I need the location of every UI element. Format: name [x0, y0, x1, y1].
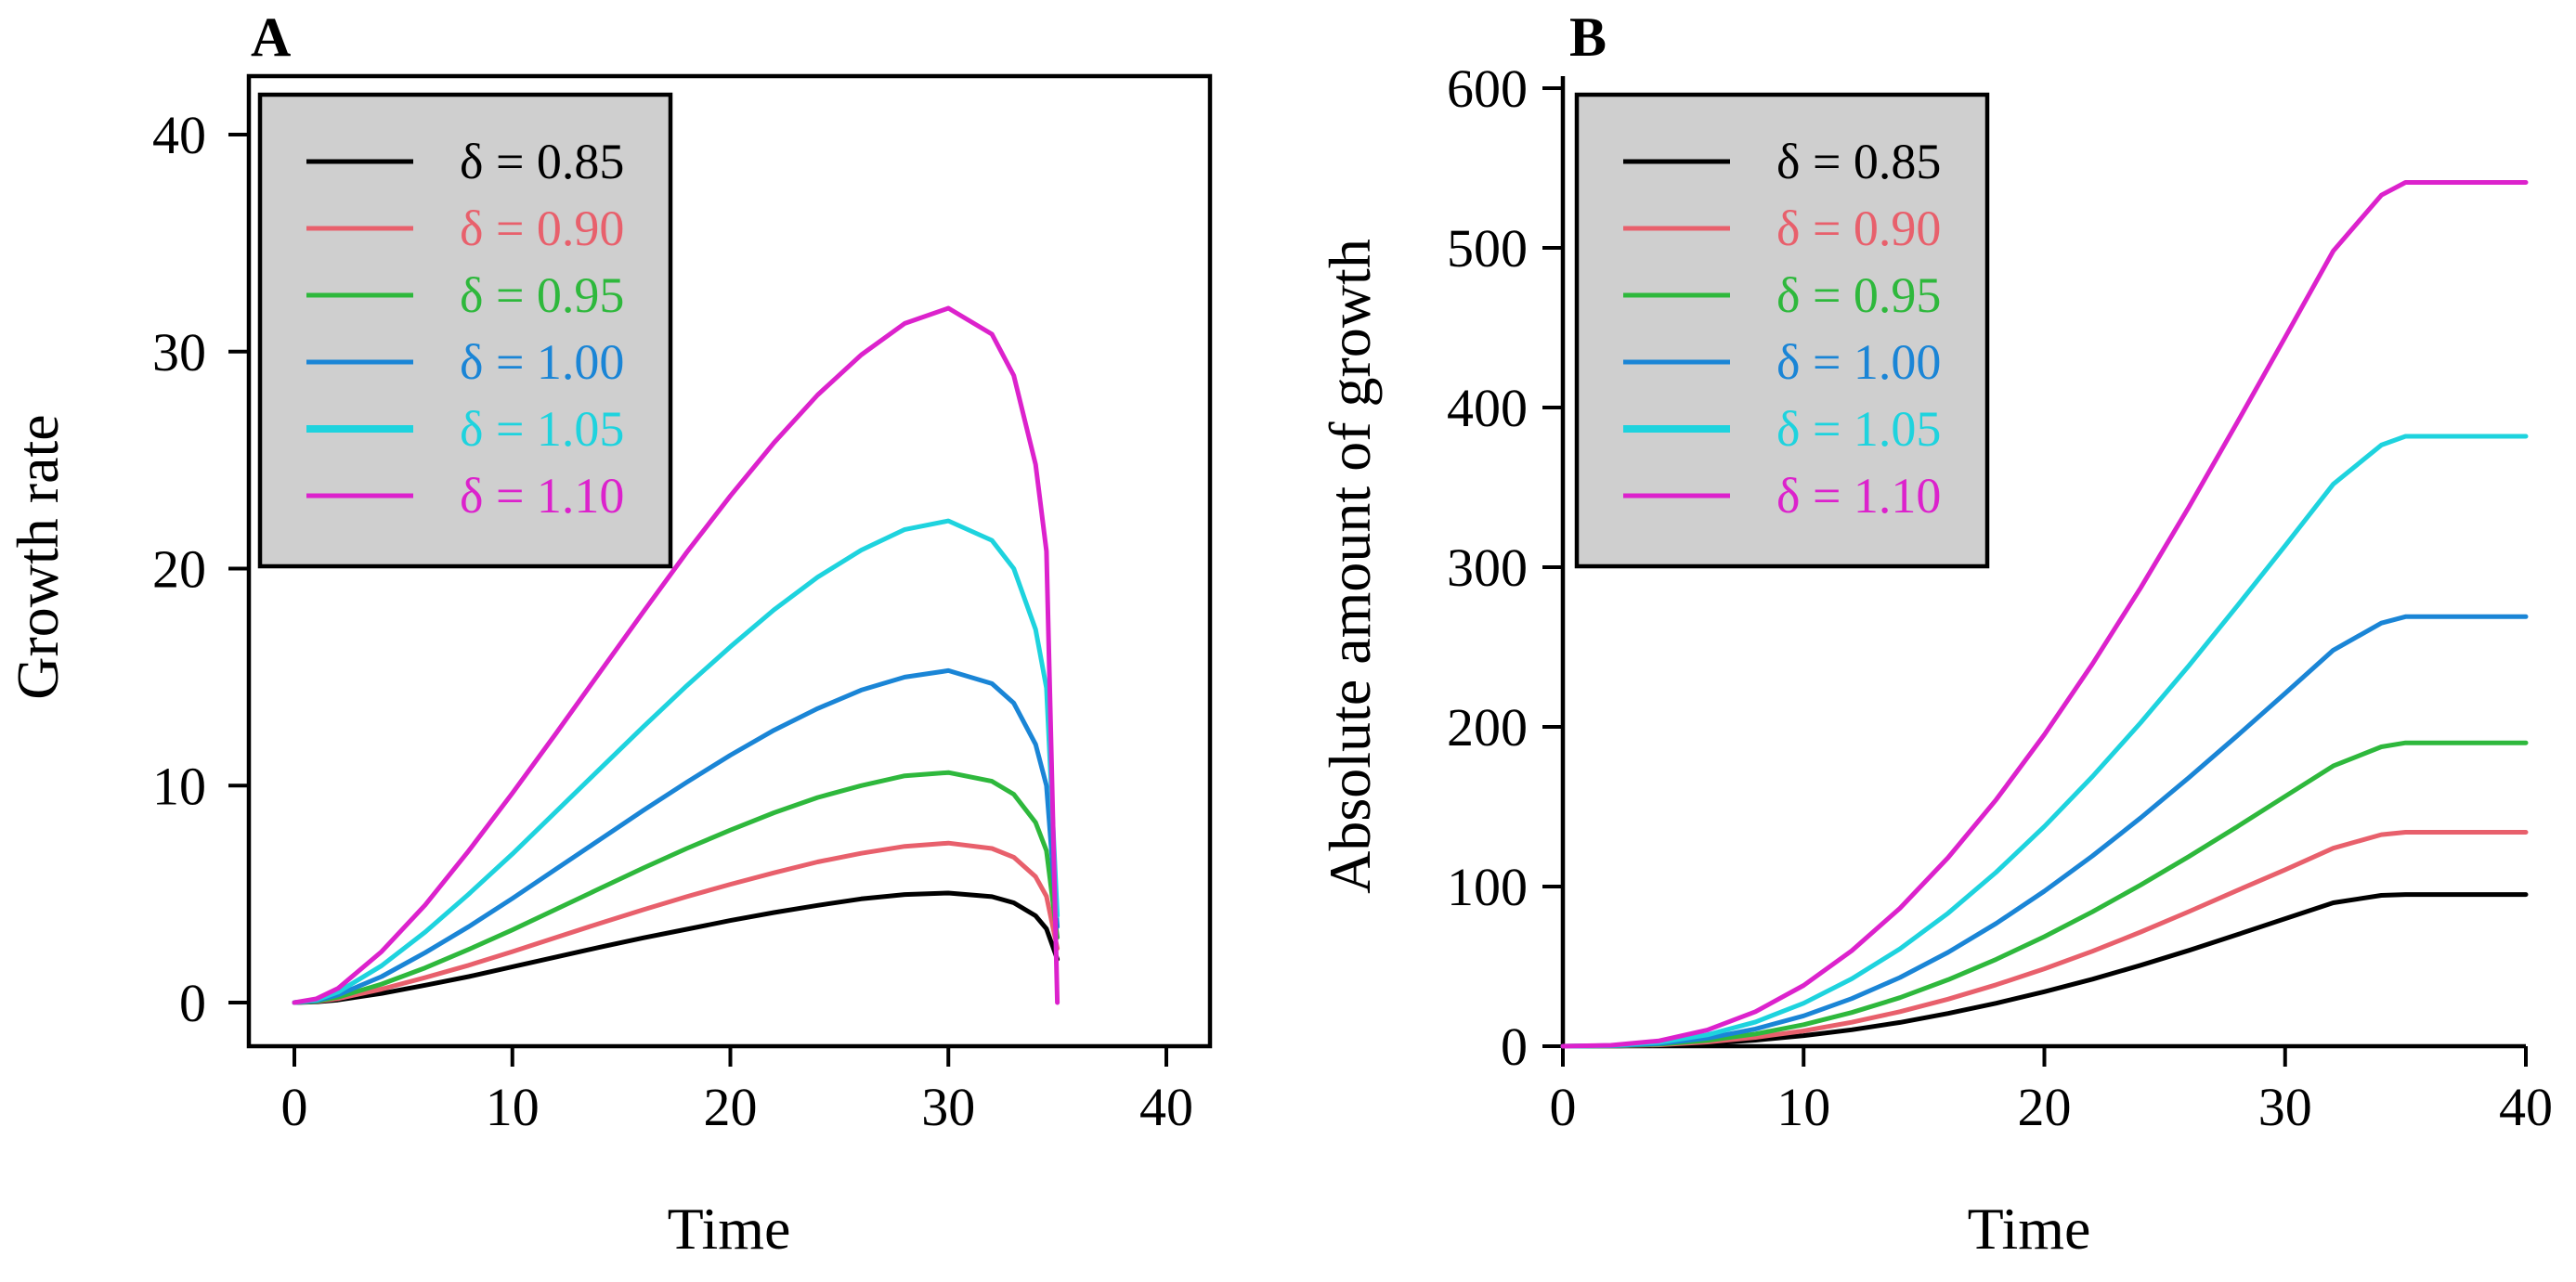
legend-label: δ = 1.05	[460, 401, 624, 457]
legend-label: δ = 0.90	[460, 201, 624, 256]
x-tick-label: 20	[704, 1077, 758, 1137]
series-line	[1560, 614, 2529, 1049]
legend: δ = 0.85 δ = 0.90 δ = 0.95 δ = 1.00 δ = 1.05…	[257, 92, 673, 569]
y-axis-title: Absolute amount of growth	[1317, 239, 1383, 894]
y-tick-label: 10	[152, 756, 206, 816]
x-tick-label: 10	[1776, 1077, 1830, 1137]
x-tick-label: 0	[1550, 1077, 1577, 1137]
x-tick-label: 10	[486, 1077, 540, 1137]
series-line	[292, 667, 1060, 1005]
x-tick-label: 40	[1139, 1077, 1193, 1137]
legend-label: δ = 0.95	[460, 267, 624, 323]
panel-label: A	[251, 6, 291, 68]
y-tick-label: 300	[1447, 537, 1528, 598]
legend-label: δ = 1.10	[1776, 468, 1941, 524]
legend: δ = 0.85 δ = 0.90 δ = 0.95 δ = 1.00 δ = 1.05…	[1574, 92, 1990, 569]
y-tick-label: 0	[1501, 1017, 1528, 1077]
y-tick-label: 200	[1447, 697, 1528, 758]
y-axis-title: Growth rate	[5, 414, 71, 699]
series-line	[1560, 434, 2529, 1049]
panel-a: 0 10 20 30 40 0 10 20 30 40 Time Growth rate Aδ = 0.…	[5, 6, 1213, 1262]
x-tick-label: 30	[921, 1077, 975, 1137]
y-tick-label: 500	[1447, 218, 1528, 278]
legend-label: δ = 1.00	[460, 334, 624, 390]
legend-box	[1574, 92, 1990, 569]
y-tick-label: 30	[152, 322, 206, 382]
legend-label: δ = 0.90	[1776, 201, 1941, 256]
series-line	[292, 890, 1060, 1005]
series-line	[1560, 180, 2529, 1049]
x-tick-label: 0	[281, 1077, 308, 1137]
series-line	[292, 518, 1060, 1005]
x-tick-label: 40	[2499, 1077, 2553, 1137]
legend-label: δ = 0.85	[460, 134, 624, 189]
legend-label: δ = 0.85	[1776, 134, 1941, 189]
series-line	[1560, 740, 2529, 1049]
legend-label: δ = 1.05	[1776, 401, 1941, 457]
series-line	[292, 770, 1060, 1005]
legend-label: δ = 1.00	[1776, 334, 1941, 390]
y-tick-label: 20	[152, 539, 206, 600]
y-tick-label: 0	[179, 973, 206, 1033]
legend-box	[257, 92, 673, 569]
x-axis-title: Time	[668, 1196, 791, 1262]
y-tick-label: 40	[152, 105, 206, 165]
y-tick-label: 100	[1447, 857, 1528, 917]
series-line	[292, 305, 1060, 1005]
x-axis-title: Time	[1968, 1196, 2091, 1262]
legend-label: δ = 1.10	[460, 468, 624, 524]
y-tick-label: 400	[1447, 378, 1528, 438]
panel-label: B	[1569, 6, 1607, 68]
x-tick-label: 20	[2018, 1077, 2072, 1137]
y-tick-label: 600	[1447, 58, 1528, 119]
x-tick-label: 30	[2258, 1077, 2312, 1137]
panel-b: 0 10 20 30 400100200300400500600TimeAbsolute…	[1317, 6, 2553, 1262]
series-line	[292, 840, 1060, 1005]
legend-label: δ = 0.95	[1776, 267, 1941, 323]
